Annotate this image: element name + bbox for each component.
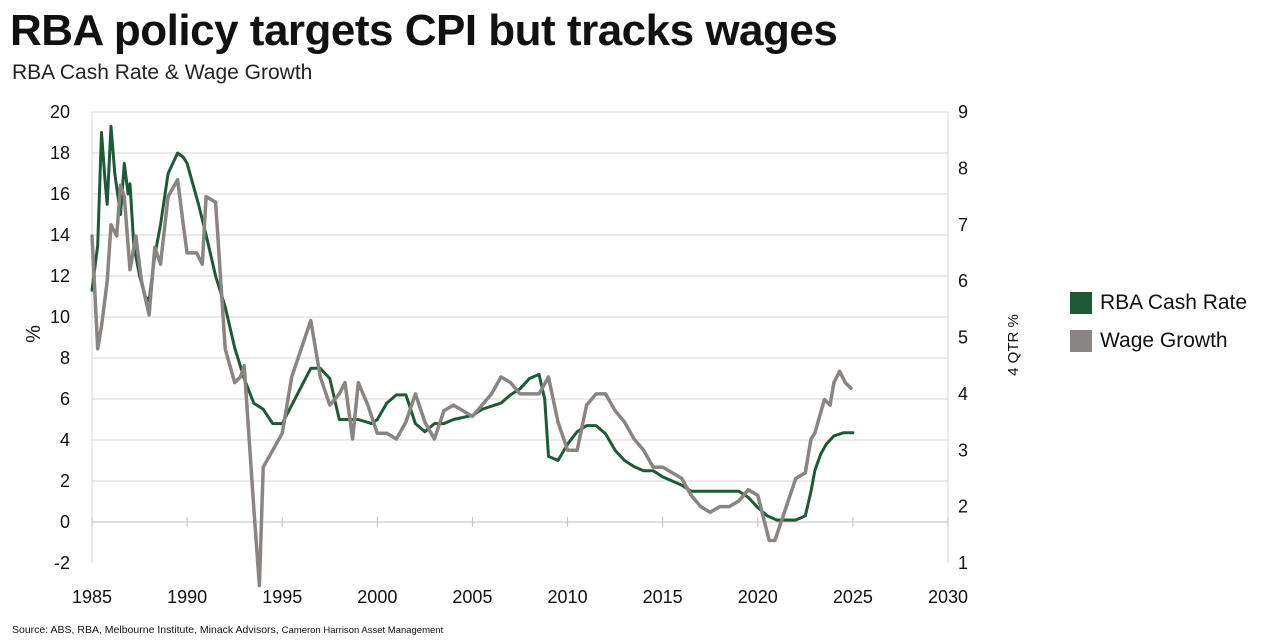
y-right-tick-label: 5 bbox=[958, 328, 968, 348]
legend: RBA Cash Rate Wage Growth bbox=[1070, 284, 1247, 360]
y-left-tick-label: 14 bbox=[50, 225, 70, 245]
wage-growth-line bbox=[90, 177, 853, 588]
source-note: Source: ABS, RBA, Melbourne Institute, M… bbox=[12, 623, 443, 638]
y-left-tick-label: 18 bbox=[50, 143, 70, 163]
chart-title: RBA policy targets CPI but tracks wages bbox=[10, 6, 838, 55]
y-left-tick-label: 16 bbox=[50, 184, 70, 204]
chart-subtitle: RBA Cash Rate & Wage Growth bbox=[12, 61, 313, 84]
y-right-tick-label: 4 bbox=[958, 384, 968, 404]
x-tick-label: 2025 bbox=[833, 587, 873, 607]
axes bbox=[91, 112, 949, 563]
x-tick-label: 1990 bbox=[167, 587, 207, 607]
x-tick-label: 2015 bbox=[643, 587, 683, 607]
legend-swatch-cash-rate bbox=[1070, 292, 1092, 314]
y-left-axis-label: % bbox=[23, 325, 45, 343]
x-tick-label: 2000 bbox=[357, 587, 397, 607]
y-right-tick-label: 6 bbox=[958, 271, 968, 291]
legend-item-cash-rate: RBA Cash Rate bbox=[1070, 284, 1247, 322]
y-left-tick-label: 6 bbox=[60, 389, 70, 409]
y-left-tick-label: 12 bbox=[50, 266, 70, 286]
y-left-tick-label: 2 bbox=[60, 471, 70, 491]
source-extra: Cameron Harrison Asset Management bbox=[281, 625, 444, 636]
y-right-tick-label: 3 bbox=[958, 440, 968, 460]
y-right-tick-label: 1 bbox=[958, 553, 968, 573]
x-tick-label: 2020 bbox=[738, 587, 778, 607]
legend-swatch-wage-growth bbox=[1070, 330, 1092, 352]
x-tick-label: 2030 bbox=[928, 587, 968, 607]
y-right-tick-label: 8 bbox=[958, 158, 968, 178]
cash-rate-line bbox=[90, 124, 855, 522]
legend-item-wage-growth: Wage Growth bbox=[1070, 322, 1247, 360]
legend-label-wage-growth: Wage Growth bbox=[1100, 329, 1228, 352]
y-left-tick-label: 0 bbox=[60, 512, 70, 532]
y-left-tick-label: 8 bbox=[60, 348, 70, 368]
source-text: Source: ABS, RBA, Melbourne Institute, M… bbox=[12, 624, 279, 636]
x-tick-label: 1995 bbox=[262, 587, 302, 607]
x-tick-label: 2005 bbox=[452, 587, 492, 607]
y-right-tick-label: 9 bbox=[958, 102, 968, 122]
y-right-tick-label: 2 bbox=[958, 497, 968, 517]
legend-label-cash-rate: RBA Cash Rate bbox=[1100, 291, 1248, 314]
x-tick-label: 1985 bbox=[72, 587, 112, 607]
y-left-tick-label: -2 bbox=[54, 553, 70, 573]
series-lines bbox=[90, 124, 855, 588]
y-right-tick-label: 7 bbox=[958, 215, 968, 235]
y-right-axis-label: 4 QTR % bbox=[1005, 314, 1022, 376]
y-left-tick-label: 20 bbox=[50, 102, 70, 122]
y-left-tick-label: 10 bbox=[50, 307, 70, 327]
y-left-tick-label: 4 bbox=[60, 430, 70, 450]
x-tick-label: 2010 bbox=[548, 587, 588, 607]
